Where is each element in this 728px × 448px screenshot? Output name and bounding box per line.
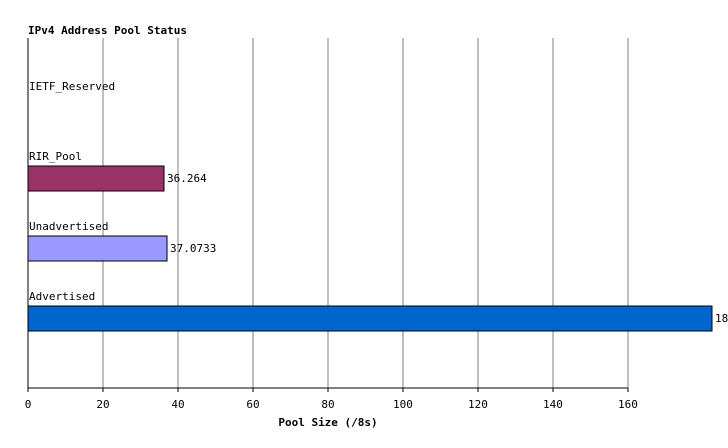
x-tick-label: 120 [468, 398, 488, 411]
x-tick-label: 140 [543, 398, 563, 411]
x-tick-label: 20 [96, 398, 109, 411]
x-tick-label: 60 [246, 398, 259, 411]
x-tick-label: 0 [25, 398, 32, 411]
x-tick-label: 160 [618, 398, 638, 411]
chart-title: IPv4 Address Pool Status [28, 24, 187, 37]
category-label: RIR_Pool [29, 150, 82, 163]
value-label: 36.264 [167, 172, 207, 185]
bar [27, 165, 165, 192]
category-label: IETF_Reserved [29, 80, 115, 93]
value-label: 182.4 [715, 312, 728, 325]
x-tick-label: 80 [321, 398, 334, 411]
x-axis-label: Pool Size (/8s) [278, 416, 377, 429]
category-label: Unadvertised [29, 220, 108, 233]
x-tick-label: 40 [171, 398, 184, 411]
value-label: 37.0733 [170, 242, 216, 255]
bar [27, 305, 713, 332]
x-tick-label: 100 [393, 398, 413, 411]
category-label: Advertised [29, 290, 95, 303]
bar [27, 235, 168, 262]
